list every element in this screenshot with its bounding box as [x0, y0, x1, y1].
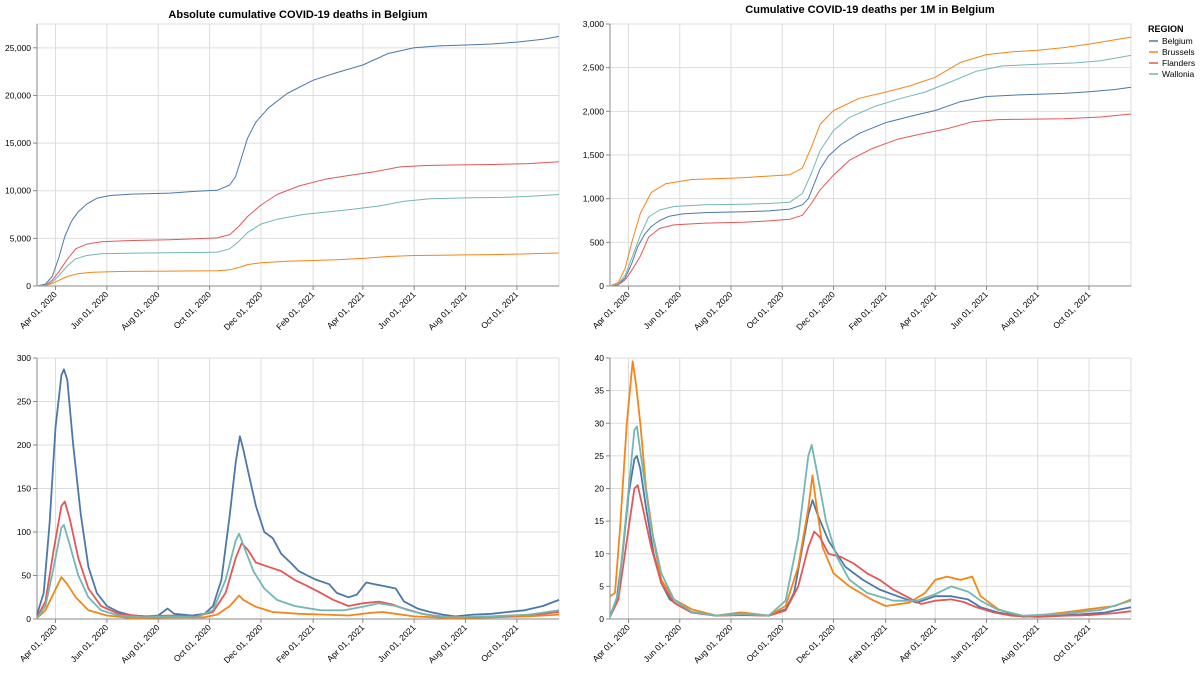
y-tick-label: 250 [17, 397, 31, 407]
x-tick-label: Feb 01, 2021 [847, 622, 890, 665]
x-tick-label: Aug 01, 2020 [119, 289, 162, 332]
x-tick-label: Feb 01, 2021 [274, 289, 317, 332]
legend-label-flanders: Flanders [1162, 58, 1195, 68]
series-line-wallonia [609, 54, 1132, 287]
y-tick-label: 1,000 [583, 194, 605, 204]
y-tick-label: 200 [17, 440, 31, 450]
x-tick-label: Aug 01, 2020 [692, 622, 735, 665]
y-tick-label: 3,000 [583, 19, 605, 29]
y-tick-label: 30 [595, 418, 605, 428]
x-tick-label: Oct 01, 2020 [172, 622, 214, 664]
x-tick-label: Apr 01, 2021 [897, 622, 939, 664]
x-tick-label: Oct 01, 2021 [1051, 289, 1093, 331]
y-tick-label: 150 [17, 484, 31, 494]
y-tick-label: 1,500 [583, 150, 605, 160]
x-tick-label: Aug 01, 2020 [692, 289, 735, 332]
x-tick-label: Aug 01, 2021 [426, 289, 469, 332]
y-tick-label: 25,000 [5, 43, 31, 53]
x-tick-label: Oct 01, 2021 [479, 289, 521, 331]
x-tick-label: Jun 01, 2021 [948, 289, 990, 331]
x-tick-label: Oct 01, 2021 [1051, 622, 1093, 664]
plot-frame [36, 23, 560, 287]
x-tick-label: Apr 01, 2021 [325, 289, 367, 331]
x-tick-label: Aug 01, 2020 [119, 622, 162, 665]
y-tick-label: 25 [595, 451, 605, 461]
series-line-belgium [36, 35, 560, 287]
y-tick-label: 0 [599, 614, 604, 624]
y-tick-label: 0 [26, 281, 31, 291]
x-tick-label: Jun 01, 2021 [948, 622, 990, 664]
y-tick-label: 15 [595, 516, 605, 526]
series-line-wallonia [36, 194, 560, 287]
x-tick-label: Apr 01, 2021 [325, 622, 367, 664]
series-line-flanders [36, 161, 560, 287]
x-tick-label: Feb 01, 2021 [274, 622, 317, 665]
x-tick-label: Jun 01, 2021 [376, 622, 418, 664]
x-tick-label: Oct 01, 2020 [744, 622, 786, 664]
series-line-wallonia [609, 425, 1132, 618]
x-tick-label: Feb 01, 2021 [847, 289, 890, 332]
y-tick-label: 0 [26, 614, 31, 624]
series-line-brussels [36, 252, 560, 287]
y-tick-label: 35 [595, 386, 605, 396]
y-tick-label: 40 [595, 353, 605, 363]
y-tick-label: 20,000 [5, 90, 31, 100]
x-tick-label: Jun 01, 2021 [376, 289, 418, 331]
series-line-belgium [36, 368, 560, 618]
x-tick-label: Apr 01, 2021 [897, 289, 939, 331]
y-tick-label: 10 [595, 549, 605, 559]
y-tick-label: 5 [599, 581, 604, 591]
x-tick-label: Aug 01, 2021 [426, 622, 469, 665]
x-tick-label: Jun 01, 2020 [641, 289, 683, 331]
chart-title: Cumulative COVID-19 deaths per 1M in Bel… [745, 4, 995, 16]
series-line-brussels [36, 576, 560, 619]
legend-label-brussels: Brussels [1162, 47, 1195, 57]
series-line-brussels [609, 360, 1132, 618]
x-tick-label: Aug 01, 2021 [998, 622, 1041, 665]
legend-title: REGION [1148, 24, 1184, 34]
y-tick-label: 10,000 [5, 186, 31, 196]
y-tick-label: 2,000 [583, 106, 605, 116]
x-tick-label: Apr 01, 2020 [590, 289, 632, 331]
legend-label-belgium: Belgium [1162, 36, 1193, 46]
series-line-belgium [609, 455, 1132, 618]
y-tick-label: 5,000 [10, 233, 32, 243]
series-line-flanders [36, 500, 560, 619]
x-tick-label: Apr 01, 2020 [17, 622, 59, 664]
chart-cumulative-per-million: Cumulative COVID-19 deaths per 1M in Bel… [583, 4, 1132, 332]
x-tick-label: Aug 01, 2021 [998, 289, 1041, 332]
y-tick-label: 15,000 [5, 138, 31, 148]
x-tick-label: Dec 01, 2020 [222, 622, 265, 665]
x-tick-label: Apr 01, 2020 [590, 622, 632, 664]
x-tick-label: Oct 01, 2020 [172, 289, 214, 331]
x-tick-label: Oct 01, 2021 [479, 622, 521, 664]
x-tick-label: Dec 01, 2020 [222, 289, 265, 332]
y-tick-label: 50 [22, 571, 32, 581]
chart-title: Absolute cumulative COVID-19 deaths in B… [168, 9, 427, 21]
y-tick-label: 100 [17, 527, 31, 537]
y-tick-label: 300 [17, 353, 31, 363]
x-tick-label: Apr 01, 2020 [17, 289, 59, 331]
y-tick-label: 2,500 [583, 63, 605, 73]
chart-absolute-cumulative: Absolute cumulative COVID-19 deaths in B… [5, 9, 560, 332]
x-tick-label: Oct 01, 2020 [744, 289, 786, 331]
x-tick-label: Jun 01, 2020 [68, 622, 110, 664]
series-line-belgium [609, 86, 1132, 287]
y-tick-label: 500 [590, 237, 604, 247]
series-line-wallonia [36, 524, 560, 619]
x-tick-label: Dec 01, 2020 [794, 622, 837, 665]
y-tick-label: 0 [599, 281, 604, 291]
x-tick-label: Jun 01, 2020 [68, 289, 110, 331]
x-tick-label: Dec 01, 2020 [794, 289, 837, 332]
chart-daily-per-million: 0 5 10 15 20 25 30 35 40 Apr 01, 2020 Jun 01, 2020… [590, 353, 1132, 665]
series-line-flanders [609, 484, 1132, 618]
x-tick-label: Jun 01, 2020 [641, 622, 683, 664]
series-line-brussels [609, 36, 1132, 287]
series-line-flanders [609, 113, 1132, 287]
y-tick-label: 20 [595, 484, 605, 494]
legend-label-wallonia: Wallonia [1162, 69, 1195, 79]
